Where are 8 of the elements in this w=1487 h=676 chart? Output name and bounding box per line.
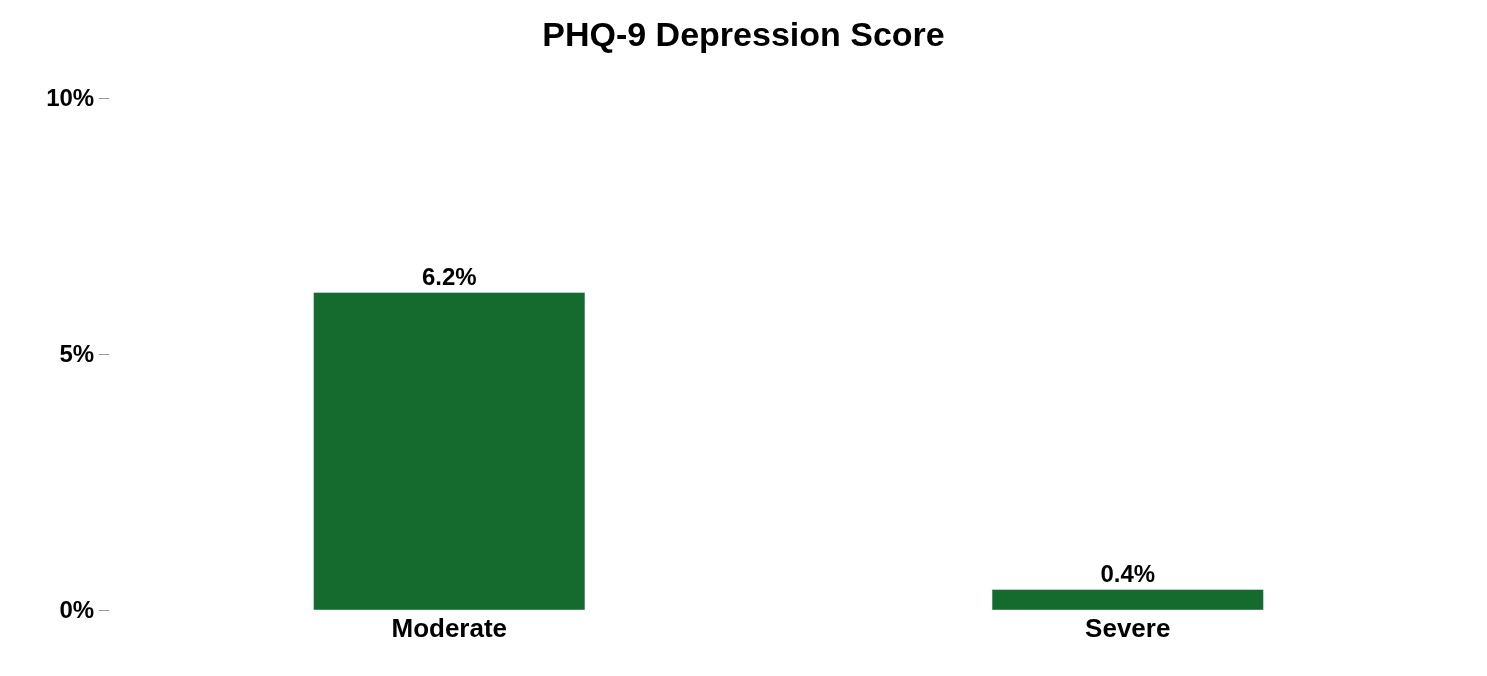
data-label: 6.2% <box>421 262 477 290</box>
y-tick-label: 10% <box>46 84 95 112</box>
x-tick-label: Severe <box>1085 613 1171 643</box>
x-tick-label: Moderate <box>391 613 508 643</box>
data-label: 0.4% <box>1100 559 1156 587</box>
y-tick-label: 0% <box>59 596 95 624</box>
y-tick-label: 5% <box>59 340 95 368</box>
chart-title: PHQ-9 Depression Score <box>542 14 945 53</box>
